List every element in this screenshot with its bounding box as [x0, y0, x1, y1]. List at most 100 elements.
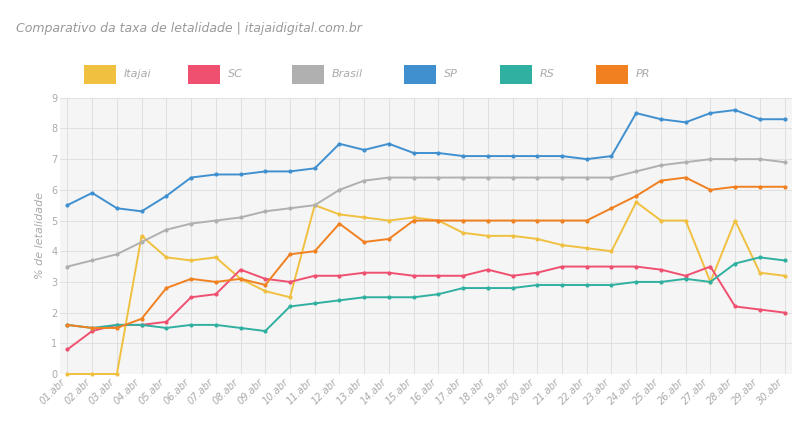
- Brasil: [137, 239, 146, 244]
- SP: [137, 209, 146, 214]
- RS: [483, 286, 493, 291]
- SP: [62, 203, 72, 208]
- Itajai: [236, 276, 246, 281]
- SC: [533, 270, 542, 275]
- Brasil: [631, 169, 641, 174]
- SP: [334, 141, 344, 146]
- Brasil: [730, 156, 740, 162]
- SC: [359, 270, 369, 275]
- SC: [483, 267, 493, 272]
- Itajai: [384, 218, 394, 223]
- Itajai: [162, 255, 171, 260]
- RS: [681, 276, 690, 281]
- SP: [310, 166, 319, 171]
- SP: [533, 153, 542, 159]
- PR: [434, 218, 443, 223]
- RS: [285, 304, 294, 309]
- Itajai: [606, 249, 616, 254]
- SC: [780, 310, 790, 315]
- SC: [582, 264, 591, 269]
- SC: [706, 264, 715, 269]
- RS: [606, 283, 616, 288]
- Brasil: [706, 156, 715, 162]
- SP: [582, 156, 591, 162]
- RS: [211, 322, 221, 327]
- SP: [409, 150, 418, 156]
- PR: [236, 276, 246, 281]
- Itajai: [681, 218, 690, 223]
- SC: [631, 264, 641, 269]
- Brasil: [681, 160, 690, 165]
- PR: [62, 322, 72, 327]
- RS: [706, 279, 715, 284]
- Line: SP: SP: [66, 108, 786, 213]
- Itajai: [434, 218, 443, 223]
- SC: [730, 304, 740, 309]
- Itajai: [62, 371, 72, 377]
- RS: [656, 279, 666, 284]
- Itajai: [730, 218, 740, 223]
- RS: [631, 279, 641, 284]
- SC: [409, 273, 418, 278]
- RS: [434, 292, 443, 297]
- SP: [483, 153, 493, 159]
- Y-axis label: % de letalidade: % de letalidade: [35, 192, 46, 280]
- SC: [558, 264, 567, 269]
- PR: [310, 249, 319, 254]
- RS: [310, 301, 319, 306]
- FancyBboxPatch shape: [292, 65, 324, 84]
- Itajai: [211, 255, 221, 260]
- PR: [359, 239, 369, 244]
- RS: [384, 295, 394, 300]
- PR: [334, 221, 344, 226]
- Brasil: [755, 156, 765, 162]
- RS: [508, 286, 518, 291]
- Brasil: [236, 215, 246, 220]
- PR: [558, 218, 567, 223]
- Line: Brasil: Brasil: [66, 157, 786, 269]
- Brasil: [558, 175, 567, 180]
- Text: SP: SP: [444, 69, 458, 79]
- Text: SC: SC: [228, 69, 243, 79]
- RS: [780, 258, 790, 263]
- Brasil: [582, 175, 591, 180]
- Text: Itajai: Itajai: [124, 69, 152, 79]
- Text: Comparativo da taxa de letalidade | itajaidigital.com.br: Comparativo da taxa de letalidade | itaj…: [16, 22, 362, 34]
- SP: [631, 110, 641, 116]
- PR: [508, 218, 518, 223]
- RS: [137, 322, 146, 327]
- Itajai: [780, 273, 790, 278]
- FancyBboxPatch shape: [596, 65, 628, 84]
- PR: [755, 184, 765, 189]
- Brasil: [62, 264, 72, 269]
- Itajai: [755, 270, 765, 275]
- Text: PR: PR: [636, 69, 650, 79]
- SP: [730, 108, 740, 113]
- SP: [458, 153, 468, 159]
- SP: [508, 153, 518, 159]
- PR: [533, 218, 542, 223]
- Line: SC: SC: [66, 264, 786, 351]
- SC: [211, 292, 221, 297]
- FancyBboxPatch shape: [188, 65, 220, 84]
- PR: [780, 184, 790, 189]
- SC: [310, 273, 319, 278]
- SC: [384, 270, 394, 275]
- Brasil: [409, 175, 418, 180]
- Itajai: [285, 295, 294, 300]
- Text: Brasil: Brasil: [332, 69, 363, 79]
- SP: [706, 110, 715, 116]
- SP: [211, 172, 221, 177]
- Itajai: [533, 236, 542, 241]
- SC: [656, 267, 666, 272]
- SC: [236, 267, 246, 272]
- SC: [285, 279, 294, 284]
- PR: [285, 252, 294, 257]
- Itajai: [310, 203, 319, 208]
- Brasil: [285, 206, 294, 211]
- Brasil: [334, 187, 344, 193]
- Brasil: [162, 227, 171, 232]
- Itajai: [112, 371, 122, 377]
- SP: [112, 206, 122, 211]
- PR: [631, 193, 641, 198]
